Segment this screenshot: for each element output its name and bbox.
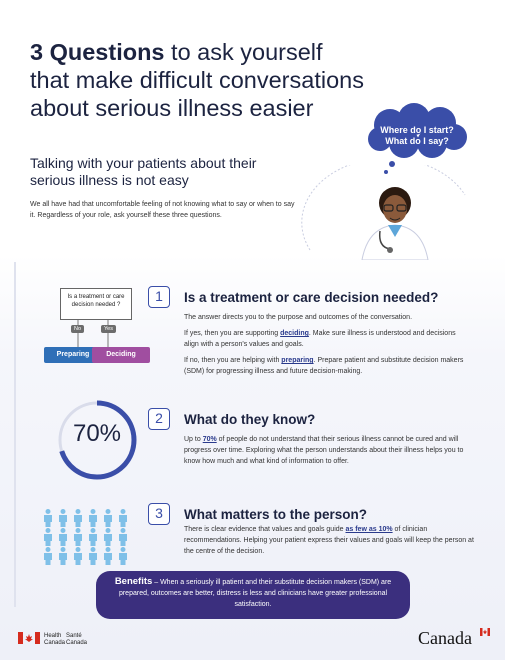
- question-1-title: Is a treatment or care decision needed?: [184, 290, 439, 305]
- deciding-pill: Deciding: [92, 347, 150, 363]
- person-icon: [74, 528, 82, 546]
- person-icon: [44, 547, 52, 565]
- person-icon: [119, 509, 127, 527]
- q1-yes-c: . Make sure illness is understood and de…: [184, 330, 456, 348]
- question-1-yes-text: If yes, then you are supporting deciding…: [184, 328, 464, 350]
- benefits-label: Benefits: [114, 576, 153, 587]
- q1-preparing-term: preparing: [281, 357, 314, 364]
- person-icon: [74, 509, 82, 527]
- question-number-1: 1: [148, 286, 170, 308]
- canada-flag-icon: [18, 632, 40, 644]
- benefits-box: Benefits – When a seriously ill patient …: [96, 571, 410, 619]
- no-tag: No: [71, 325, 85, 333]
- intro-text: We all have had that uncomfortable feeli…: [30, 201, 295, 219]
- health-canada-fr: Santé Canada: [66, 633, 87, 647]
- decision-question-box: Is a treatment or care decision needed ?: [60, 288, 132, 320]
- person-icon: [44, 528, 52, 546]
- person-icon: [89, 547, 97, 565]
- q3-percent-term: as few as 10%: [345, 526, 393, 533]
- canada-wordmark: Canada: [418, 628, 472, 648]
- thought-bubble-icon: [368, 103, 467, 158]
- thought-dots-icon: [384, 161, 395, 174]
- q2-a: Up to: [184, 436, 203, 443]
- title-line-3: about serious illness easier: [30, 95, 314, 121]
- q2-c: of people do not understand that their s…: [184, 436, 464, 465]
- percent-label: 70%: [72, 420, 122, 447]
- wordmark-flag-icon: [480, 628, 490, 636]
- person-icon: [104, 509, 112, 527]
- person-icon: [59, 547, 67, 565]
- canada-fr: Canada: [66, 640, 88, 646]
- bubble-text: Where do I start? What do I say?: [372, 125, 462, 147]
- person-icon: [119, 528, 127, 546]
- yes-tag: Yes: [101, 325, 116, 333]
- person-icon: [89, 509, 97, 527]
- person-icon: [44, 509, 52, 527]
- canada-en: Canada: [44, 640, 66, 646]
- question-3-text: There is clear evidence that values and …: [184, 524, 474, 557]
- title-line-2: that make difficult conversations: [30, 67, 364, 93]
- percent-ring: [57, 400, 137, 480]
- q1-no-a: If no, then you are helping with: [184, 357, 282, 364]
- person-icon: [89, 528, 97, 546]
- percent-ring-arc: [57, 400, 137, 480]
- q1-deciding-term: deciding: [280, 330, 309, 337]
- question-2-title: What do they know?: [184, 412, 316, 427]
- q3-c: of clinician recommendations. Helping yo…: [184, 526, 474, 555]
- q3-a: There is clear evidence that values and …: [184, 526, 346, 533]
- q1-yes-a: If yes, then you are supporting: [184, 330, 281, 337]
- question-1-intro: The answer directs you to the purpose an…: [184, 314, 413, 321]
- section-rule: [14, 262, 16, 607]
- question-1-no-text: If no, then you are helping with prepari…: [184, 355, 464, 377]
- preparing-pill: Preparing: [44, 347, 102, 363]
- person-icon: [59, 509, 67, 527]
- question-number-3: 3: [148, 503, 170, 525]
- flow-arrows: [77, 320, 109, 348]
- person-icon: [74, 547, 82, 565]
- page-title: 3 Questions to ask yourself that make di…: [30, 38, 380, 122]
- health-fr: Santé: [66, 633, 82, 639]
- person-icon: [119, 547, 127, 565]
- question-number-2: 2: [148, 408, 170, 430]
- title-bold: 3 Questions: [30, 39, 165, 65]
- question-3-title: What matters to the person?: [184, 507, 368, 522]
- health-canada-en: Health Canada: [44, 633, 65, 647]
- people-grid: [44, 509, 127, 565]
- benefits-text: – When a seriously ill patient and their…: [118, 579, 392, 608]
- question-2-text: Up to 70% of people do not understand th…: [184, 434, 474, 467]
- q2-percent-term: 70%: [202, 436, 217, 443]
- q1-no-c: . Prepare patient and substitute decisio…: [184, 357, 464, 375]
- person-icon: [104, 528, 112, 546]
- person-icon: [59, 528, 67, 546]
- person-icon: [104, 547, 112, 565]
- doctor-illustration: [301, 165, 466, 260]
- flow-question-text: Is a treatment or care decision needed ?: [67, 294, 125, 308]
- bubble-line-2: What do I say?: [385, 136, 449, 146]
- title-rest: to ask yourself: [164, 39, 323, 65]
- bubble-line-1: Where do I start?: [380, 125, 454, 135]
- health-en: Health: [44, 633, 62, 639]
- subheading: Talking with your patients about their s…: [30, 155, 257, 188]
